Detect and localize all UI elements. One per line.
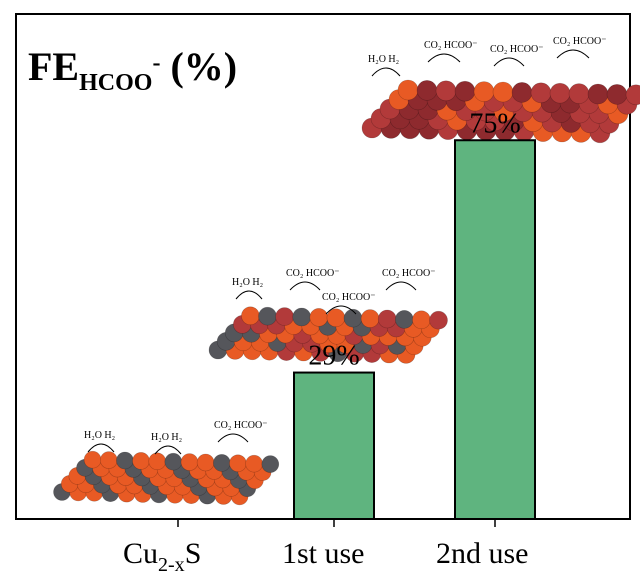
reaction-arrow <box>217 433 249 443</box>
atom <box>100 451 118 469</box>
atom <box>625 84 640 106</box>
chart-title-superscript: - <box>152 50 160 76</box>
chart-title-suffix: (%) <box>160 44 237 89</box>
reaction-label: CO₂ HCOO⁻ <box>214 420 268 431</box>
atom <box>492 81 514 103</box>
atom <box>83 450 102 469</box>
x-axis-labels: Cu2-xS 1st use 2nd use <box>123 537 529 576</box>
atom <box>343 308 363 328</box>
atom <box>261 455 280 473</box>
atom <box>412 310 431 330</box>
atom <box>587 83 609 105</box>
atom <box>292 307 312 327</box>
atom <box>245 454 263 473</box>
bar-series: 29% 75% <box>293 108 536 520</box>
atom <box>258 306 277 326</box>
reaction-label: CO₂ HCOO⁻ <box>322 292 376 303</box>
atom <box>606 84 628 105</box>
reaction-label: CO₂ HCOO⁻ <box>553 36 607 47</box>
atom <box>213 454 231 472</box>
atom <box>473 81 495 102</box>
chart-title: FEHCOO- (%) <box>28 44 237 96</box>
atom <box>241 306 260 326</box>
atom <box>394 310 414 329</box>
reaction-arrow <box>87 443 115 453</box>
reaction-arrow <box>493 57 525 67</box>
atom <box>196 453 215 472</box>
atom <box>377 309 397 329</box>
atom <box>164 452 183 471</box>
reaction-arrow <box>235 290 263 300</box>
chart-title-main: FE <box>28 44 79 89</box>
reaction-arrow <box>154 445 182 455</box>
atom <box>180 453 199 471</box>
reaction-arrow <box>289 281 321 291</box>
reaction-label: CO₂ HCOO⁻ <box>286 268 340 279</box>
atom <box>229 454 247 473</box>
reaction-label: CO₂ HCOO⁻ <box>424 40 478 51</box>
x-axis-ticks <box>177 519 496 527</box>
atom <box>454 80 476 102</box>
reaction-arrow <box>371 67 401 77</box>
atom <box>568 83 590 104</box>
reaction-arrow <box>325 305 357 315</box>
atom <box>326 308 346 328</box>
bar-2 <box>454 139 536 520</box>
atom <box>511 82 533 103</box>
reaction-label: H₂O H₂ <box>84 430 115 441</box>
atom <box>530 82 552 104</box>
atom <box>309 308 329 327</box>
atom <box>116 451 134 470</box>
reaction-label: H₂O H₂ <box>151 432 182 443</box>
atom <box>360 309 380 328</box>
catalyst-illustration-2nd-use: H₂O H₂ CO₂ HCOO⁻ CO₂ HCOO⁻ CO₂ HCOO⁻ <box>361 36 640 144</box>
reaction-label: H₂O H₂ <box>368 54 399 65</box>
tick-label-cu2xs: Cu2-xS <box>123 537 201 576</box>
atom <box>549 82 571 104</box>
catalyst-illustration-1st-use: H₂O H₂ CO₂ HCOO⁻ CO₂ HCOO⁻ CO₂ HCOO⁻ <box>208 268 448 364</box>
atom <box>397 79 419 101</box>
reaction-arrow <box>427 53 461 63</box>
atom <box>132 452 150 470</box>
bar-1 <box>293 371 375 520</box>
reaction-label: H₂O H₂ <box>232 277 263 288</box>
data-label-1: 29% <box>308 341 359 372</box>
atom <box>435 80 457 102</box>
tick-label-1st-use: 1st use <box>282 537 365 570</box>
tick-label-2nd-use: 2nd use <box>436 537 529 570</box>
catalyst-illustration-cu2xs: H₂O H₂ H₂O H₂ CO₂ HCOO⁻ <box>53 420 280 506</box>
reaction-arrow <box>556 49 590 59</box>
chart-title-subscript: HCOO <box>79 70 152 96</box>
reaction-arrow <box>385 281 417 291</box>
atom <box>416 80 438 101</box>
data-label-2: 75% <box>469 108 520 139</box>
reaction-label: CO₂ HCOO⁻ <box>490 44 544 55</box>
atom <box>429 310 448 330</box>
reaction-label: CO₂ HCOO⁻ <box>382 268 436 279</box>
atom <box>148 452 166 471</box>
atom <box>275 307 294 326</box>
